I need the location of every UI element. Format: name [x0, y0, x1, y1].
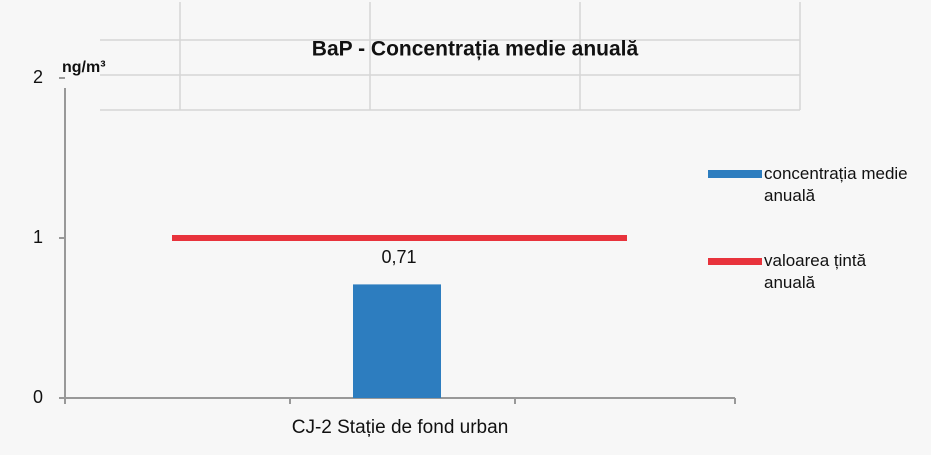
faded-table — [100, 2, 801, 111]
x-tick-label: CJ-2 Stație de fond urban — [292, 417, 509, 438]
y-tick-label: 1 — [33, 227, 43, 247]
y-axis-unit: ng/m³ — [62, 59, 106, 76]
chart-title: BaP - Concentrația medie anuală — [312, 38, 639, 61]
legend-label: concentrația medie anuală — [764, 164, 908, 205]
y-tick-label: 0 — [33, 387, 43, 407]
y-tick-label: 2 — [33, 67, 43, 87]
legend-label: valoarea țintă anuală — [764, 251, 867, 292]
bar — [353, 284, 441, 398]
legend-swatch — [708, 258, 762, 265]
legend-swatch — [708, 170, 762, 178]
value-label: 0,71 — [381, 247, 416, 267]
